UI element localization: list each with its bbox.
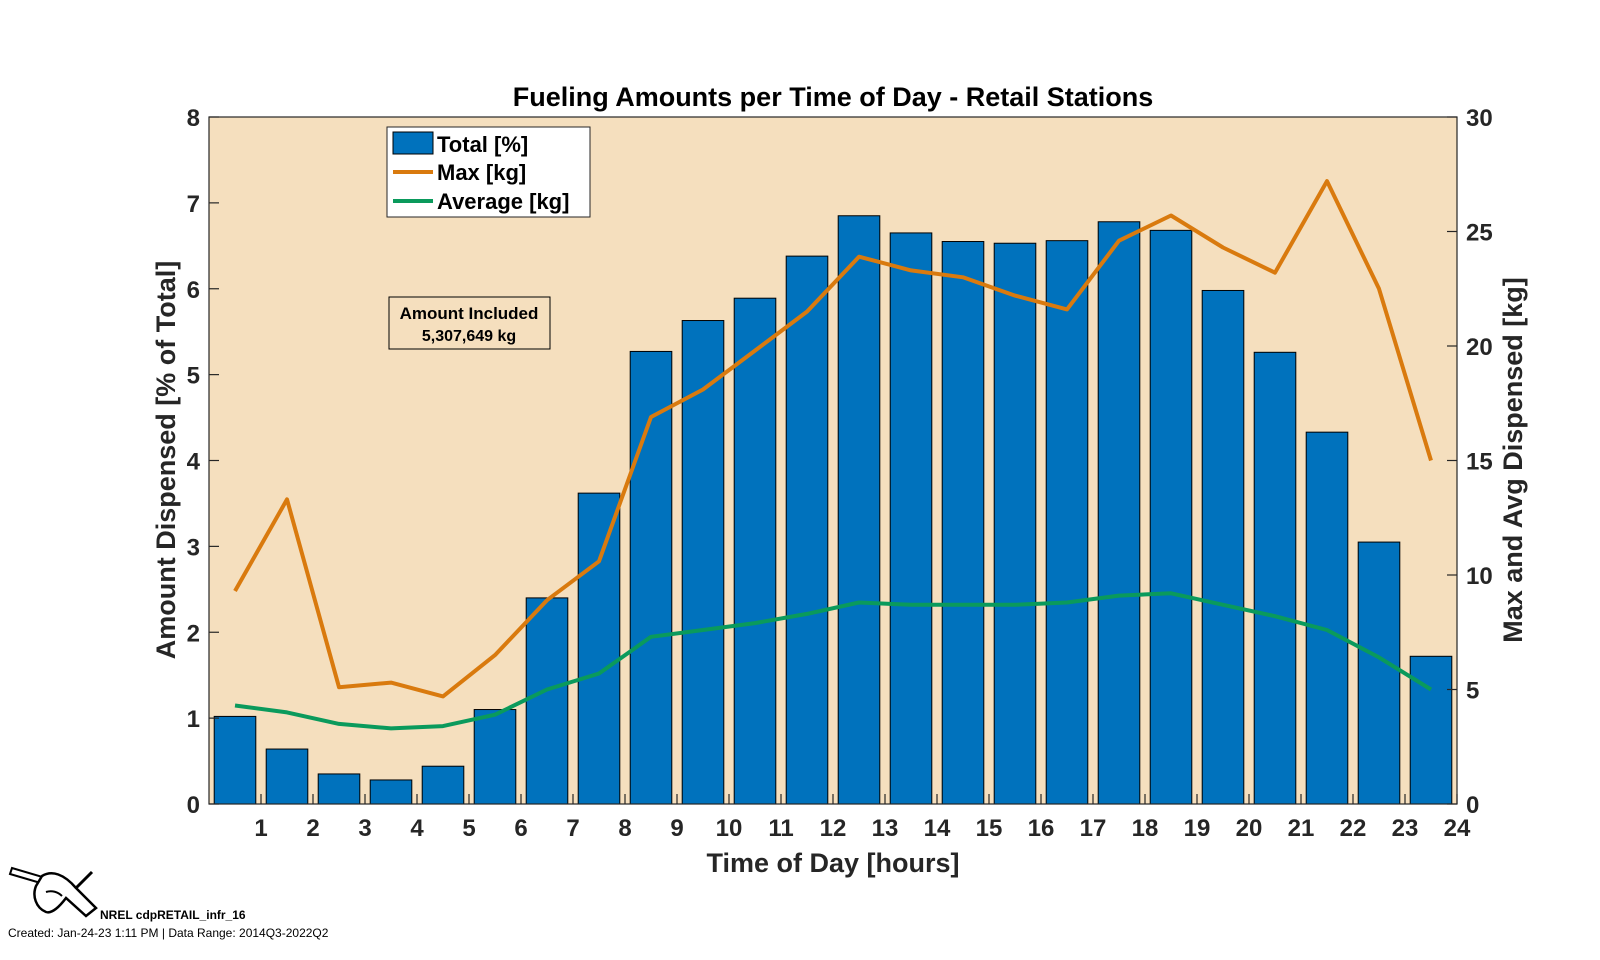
bar-total-4	[369, 779, 413, 805]
tick-label-x-18: 18	[1132, 815, 1159, 842]
bar-total-13	[837, 215, 881, 805]
tick-label-right-10: 10	[1466, 563, 1493, 590]
tick-label-x-8: 8	[618, 815, 631, 842]
bar-total-9	[629, 350, 673, 805]
bar-total-12	[785, 255, 829, 805]
line-average	[234, 591, 1433, 731]
legend: Total [%] Max [kg] Average [kg]	[386, 126, 591, 218]
tick-label-x-22: 22	[1340, 815, 1367, 842]
bar-total-18	[1097, 221, 1141, 805]
tick-label-x-13: 13	[872, 815, 899, 842]
tick-label-left-3: 3	[187, 534, 200, 561]
legend-entry-max: Max [kg]	[437, 160, 526, 185]
tick-label-left-0: 0	[187, 792, 200, 819]
bar-total-22	[1305, 431, 1349, 805]
bar-series	[213, 215, 1453, 805]
legend-entry-average: Average [kg]	[437, 189, 569, 214]
bar-total-11	[733, 297, 777, 805]
tick-label-right-0: 0	[1466, 792, 1479, 819]
line-series	[233, 179, 1433, 731]
tick-label-x-20: 20	[1236, 815, 1263, 842]
tick-label-left-4: 4	[187, 449, 201, 476]
tick-label-x-5: 5	[462, 815, 475, 842]
bar-total-21	[1253, 351, 1297, 805]
bar-total-20	[1201, 289, 1245, 805]
bar-total-19	[1149, 229, 1193, 805]
tick-label-left-5: 5	[187, 363, 200, 390]
tick-label-x-23: 23	[1392, 815, 1419, 842]
bar-total-8	[577, 492, 621, 805]
tick-label-x-14: 14	[924, 815, 951, 842]
bar-total-7	[525, 597, 569, 805]
x-axis-label: Time of Day [hours]	[706, 848, 959, 878]
footer-created-date: Created: Jan-24-23 1:11 PM | Data Range:…	[8, 926, 329, 940]
tick-label-x-10: 10	[716, 815, 743, 842]
bar-total-5	[421, 765, 465, 805]
tick-label-x-4: 4	[410, 815, 424, 842]
tick-label-x-9: 9	[670, 815, 683, 842]
tick-label-x-7: 7	[566, 815, 579, 842]
y-axis-label-right: Max and Avg Dispensed [kg]	[1498, 277, 1528, 643]
fuel-nozzle-icon	[8, 866, 98, 918]
tick-label-right-15: 15	[1466, 449, 1493, 476]
legend-entry-total: Total [%]	[437, 132, 528, 157]
legend-swatch-total	[392, 131, 434, 155]
tick-label-right-20: 20	[1466, 334, 1493, 361]
tick-label-x-21: 21	[1288, 815, 1315, 842]
tick-label-left-1: 1	[187, 706, 200, 733]
bar-total-1	[213, 715, 257, 805]
tick-label-x-19: 19	[1184, 815, 1211, 842]
tick-label-x-6: 6	[514, 815, 527, 842]
bar-total-16	[993, 242, 1037, 805]
chart-title: Fueling Amounts per Time of Day - Retail…	[513, 82, 1154, 112]
bar-total-2	[265, 748, 309, 805]
y-axis-label-left: Amount Dispensed [% of Total]	[151, 261, 181, 660]
tick-label-x-3: 3	[358, 815, 371, 842]
tick-label-x-16: 16	[1028, 815, 1055, 842]
bar-total-3	[317, 773, 361, 805]
bar-total-10	[681, 320, 725, 805]
bar-total-15	[941, 241, 985, 805]
tick-label-left-6: 6	[187, 277, 200, 304]
annotation-value: 5,307,649 kg	[422, 328, 516, 345]
tick-label-left-8: 8	[187, 105, 200, 132]
bar-total-23	[1357, 541, 1401, 805]
footer-source-id: NREL cdpRETAIL_infr_16	[100, 908, 246, 922]
tick-label-x-24: 24	[1444, 815, 1471, 842]
tick-label-x-1: 1	[254, 815, 267, 842]
tick-label-right-30: 30	[1466, 105, 1493, 132]
bar-total-17	[1045, 240, 1089, 805]
bar-total-6	[473, 709, 517, 805]
annotation-frame	[388, 296, 551, 350]
tick-label-left-7: 7	[187, 191, 200, 218]
tick-label-x-2: 2	[306, 815, 319, 842]
tick-label-x-12: 12	[820, 815, 847, 842]
line-max	[233, 179, 1433, 699]
bar-total-14	[889, 232, 933, 805]
annotation-box: Amount Included 5,307,649 kg	[388, 296, 551, 350]
tick-label-x-11: 11	[768, 815, 793, 842]
annotation-title: Amount Included	[400, 304, 539, 323]
tick-label-x-15: 15	[976, 815, 1003, 842]
tick-label-left-2: 2	[187, 620, 200, 647]
tick-label-right-25: 25	[1466, 220, 1493, 247]
tick-label-x-17: 17	[1080, 815, 1107, 842]
tick-label-right-5: 5	[1466, 678, 1479, 705]
